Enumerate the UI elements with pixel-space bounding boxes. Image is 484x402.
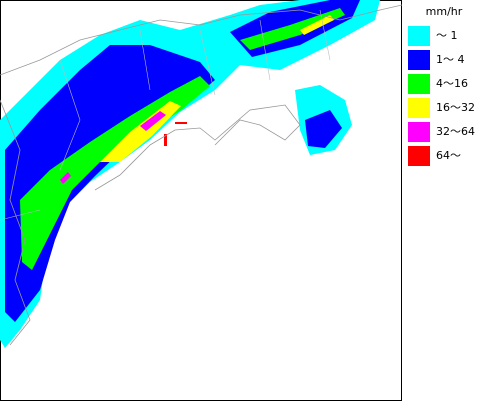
legend-label: 16～32 <box>436 101 475 114</box>
rain-very-heavy <box>300 15 334 35</box>
legend-swatch <box>408 50 430 70</box>
legend-label: 4～16 <box>436 77 468 90</box>
rain-heavy <box>240 8 345 50</box>
legend-label: 64～ <box>436 149 461 162</box>
legend-swatch <box>408 146 430 166</box>
legend-swatch <box>408 26 430 46</box>
legend-swatch <box>408 74 430 94</box>
coastline <box>0 4 403 76</box>
legend-label: 32～64 <box>436 125 475 138</box>
rain-intense <box>60 172 71 184</box>
coastline <box>0 99 31 346</box>
legend-label: 1～ 4 <box>436 53 465 66</box>
prefecture-border <box>0 9 331 221</box>
legend-label: ～ 1 <box>436 29 458 42</box>
map <box>0 0 403 401</box>
coastline <box>94 104 301 191</box>
legend: mm/hr ～ 1 1～ 4 4～16 16～32 32～64 64～ <box>408 5 475 166</box>
legend-swatch <box>408 122 430 142</box>
legend-swatch <box>408 98 430 118</box>
rain-heavy <box>20 76 210 270</box>
rain-moderate <box>305 110 342 148</box>
rain-intense <box>140 111 166 131</box>
legend-unit: mm/hr <box>426 5 463 18</box>
rain-extreme <box>164 122 187 146</box>
